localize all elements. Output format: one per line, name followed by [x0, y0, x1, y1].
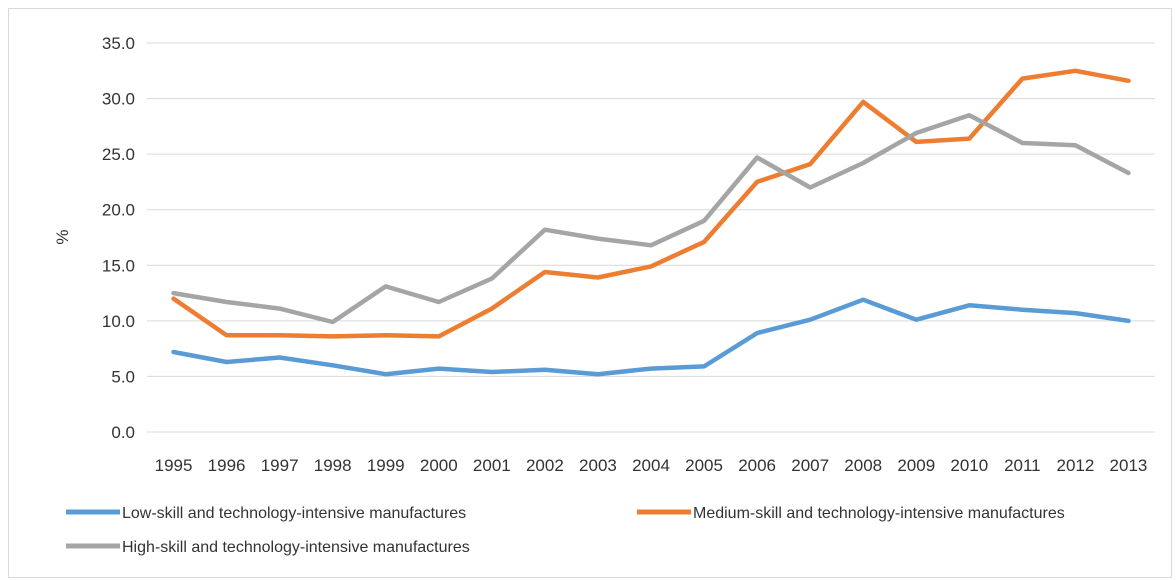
y-tick-label: 35.0 [102, 34, 135, 53]
x-tick-label: 2005 [685, 456, 723, 475]
x-tick-label: 2010 [950, 456, 988, 475]
y-tick-label: 15.0 [102, 256, 135, 275]
x-tick-label: 2012 [1057, 456, 1095, 475]
series-line-2 [171, 68, 1131, 339]
x-tick-label: 2008 [844, 456, 882, 475]
y-axis-ticks: 0.0 5.0 10.0 15.0 20.0 25.0 30.0 35.0 [102, 34, 135, 442]
series-lines [171, 68, 1131, 377]
y-tick-label: 5.0 [111, 367, 135, 386]
x-tick-label: 2000 [420, 456, 458, 475]
series-line-3 [171, 112, 1131, 325]
x-axis-ticks: 1995 1996 1997 1998 1999 2000 2001 2002 2003 2004… [155, 456, 1148, 475]
legend: Low-skill and technology-intensive manuf… [66, 505, 1065, 556]
y-tick-label: 10.0 [102, 312, 135, 331]
x-tick-label: 2011 [1004, 456, 1041, 475]
x-tick-label: 2004 [632, 456, 670, 475]
x-tick-label: 1999 [367, 456, 405, 475]
y-tick-label: 30.0 [102, 90, 135, 109]
x-tick-label: 1995 [155, 456, 193, 475]
x-tick-label: 1998 [314, 456, 352, 475]
series-line-1 [171, 297, 1131, 377]
y-tick-label: 0.0 [111, 423, 135, 442]
x-tick-label: 2007 [791, 456, 829, 475]
x-tick-label: 2003 [579, 456, 617, 475]
x-tick-label: 2002 [526, 456, 564, 475]
x-tick-label: 2006 [738, 456, 776, 475]
y-tick-label: 25.0 [102, 145, 135, 164]
line-chart: 0.05.010.015.020.025.030.035.0 1995 1996 1… [53, 34, 1155, 556]
y-axis-title: % [53, 229, 72, 244]
legend-label-3: High-skill and technology-intensive manu… [122, 539, 470, 556]
legend-label-2: Medium-skill and technology-intensive ma… [693, 505, 1065, 522]
x-tick-label: 2013 [1110, 456, 1148, 475]
x-tick-label: 2009 [897, 456, 935, 475]
legend-label-1: Low-skill and technology-intensive manuf… [122, 505, 466, 522]
y-tick-label: 20.0 [102, 201, 135, 220]
x-tick-label: 1996 [208, 456, 246, 475]
chart-frame: 0.0 5.0 10.0 15.0 20.0 25.0 30.0 35.0 1995 1996 1… [8, 8, 1172, 578]
x-tick-label: 2001 [473, 456, 511, 475]
gridlines [147, 42, 1155, 433]
x-tick-label: 1997 [261, 456, 299, 475]
